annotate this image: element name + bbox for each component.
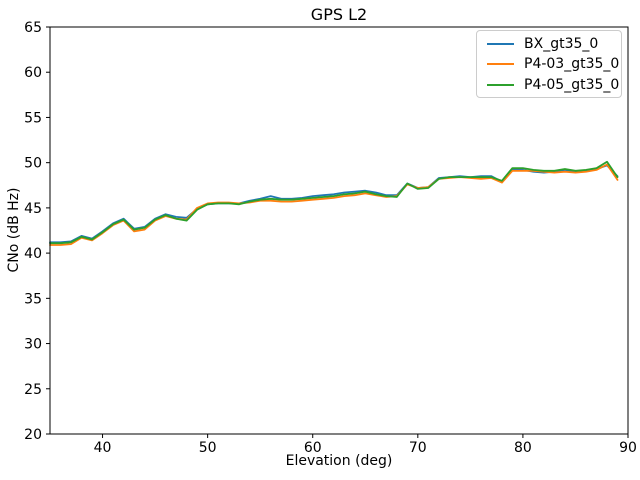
legend-label: P4-03_gt35_0 [524, 56, 620, 72]
x-tick-label: 80 [514, 440, 532, 456]
legend-line-swatch [487, 42, 514, 45]
legend-label: P4-05_gt35_0 [524, 76, 620, 93]
y-tick-label: 35 [24, 291, 42, 307]
x-tick-label: 50 [199, 440, 217, 456]
x-tick-label: 60 [304, 440, 322, 456]
y-tick-label: 25 [24, 382, 42, 398]
y-tick-label: 50 [24, 156, 42, 172]
y-tick-label: 40 [24, 246, 42, 262]
legend-item: P4-05_gt35_0 [477, 75, 621, 95]
y-tick-label: 45 [24, 201, 42, 217]
y-tick-label: 60 [24, 65, 42, 81]
legend-label: BX_gt35_0 [524, 35, 599, 52]
x-tick-label: 70 [409, 440, 427, 456]
legend-line-swatch [487, 83, 514, 86]
y-tick-label: 20 [24, 427, 42, 443]
legend: BX_gt35_0 P4-03_gt35_0 P4-05_gt35_0 [476, 30, 622, 98]
x-tick-label: 40 [94, 440, 112, 456]
series-line-P4-03_gt35_0 [49, 163, 619, 246]
legend-item: P4-03_gt35_0 [477, 54, 621, 74]
y-axis-label: CNo (dB Hz) [6, 187, 22, 273]
x-axis-label: Elevation (deg) [285, 453, 393, 469]
y-tick-label: 55 [24, 110, 42, 126]
series-line-P4-05_gt35_0 [49, 160, 619, 245]
chart-title: GPS L2 [310, 5, 368, 24]
y-tick-label: 30 [24, 337, 42, 353]
legend-line-swatch [487, 63, 514, 65]
plot-border [49, 26, 629, 435]
legend-item: BX_gt35_0 [477, 34, 621, 54]
x-tick-label: 90 [619, 440, 637, 456]
y-tick-label: 65 [24, 20, 42, 36]
